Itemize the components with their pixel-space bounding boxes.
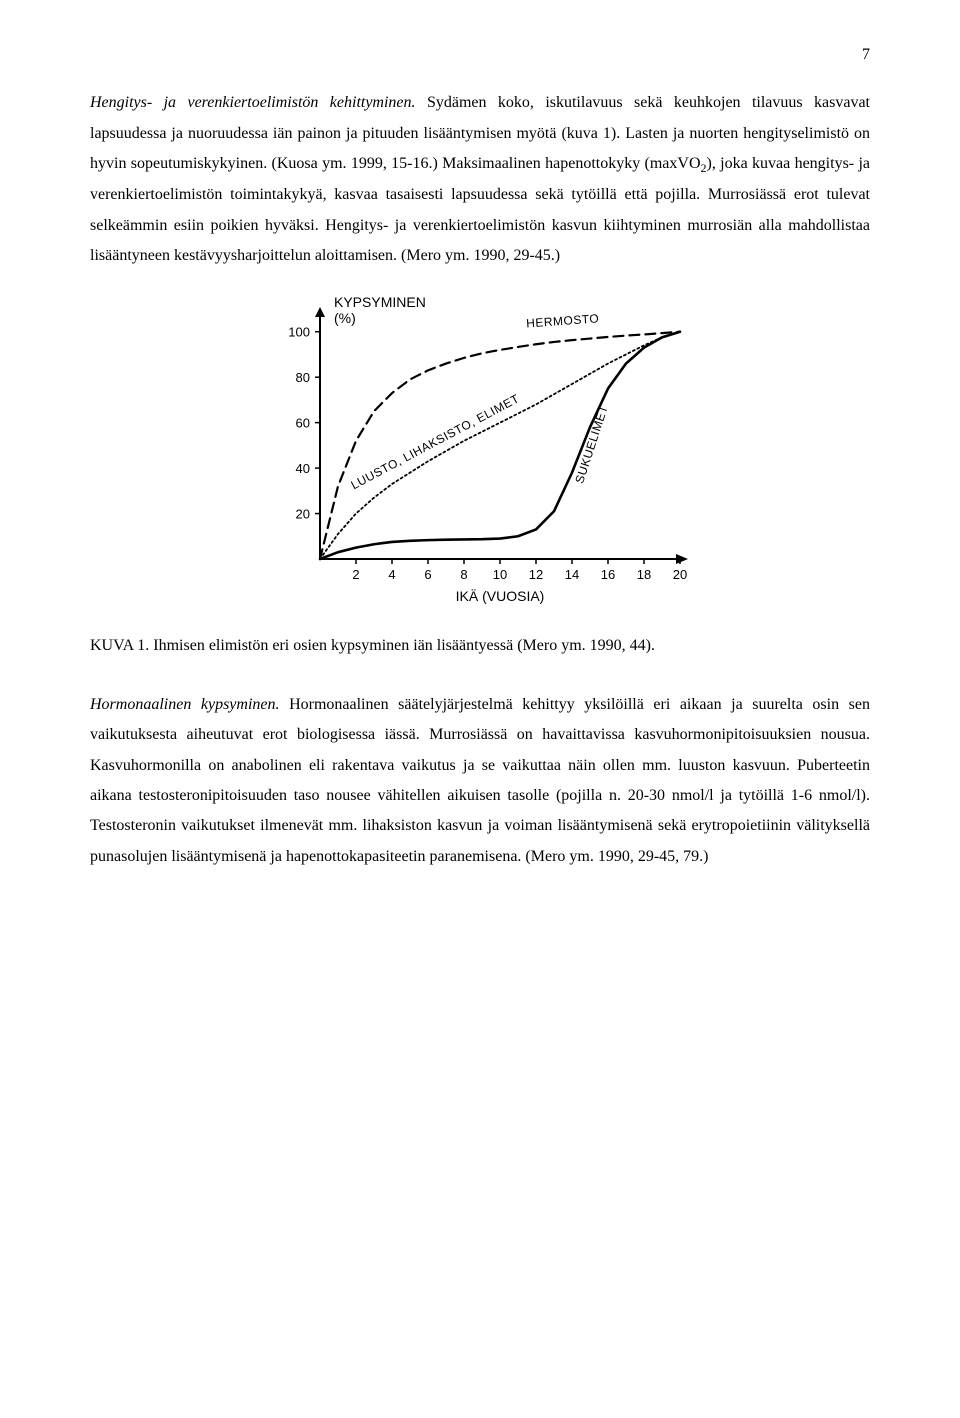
svg-text:14: 14 bbox=[565, 567, 579, 582]
svg-text:HERMOSTO: HERMOSTO bbox=[526, 312, 600, 331]
svg-text:10: 10 bbox=[493, 567, 507, 582]
svg-text:LUUSTO, LIHAKSISTO, ELIMET: LUUSTO, LIHAKSISTO, ELIMET bbox=[349, 392, 522, 493]
figure-1-caption: KUVA 1. Ihmisen elimistön eri osien kyps… bbox=[90, 631, 870, 661]
svg-text:20: 20 bbox=[673, 567, 687, 582]
figure-1: 20 40 60 80 100 2 4 6 8 10 12 14 16 18 20 KYPSYMINEN(%)… bbox=[90, 289, 870, 609]
svg-text:20: 20 bbox=[296, 507, 310, 522]
svg-text:2: 2 bbox=[352, 567, 359, 582]
svg-text:60: 60 bbox=[296, 416, 310, 431]
paragraph-2: Hormonaalinen kypsyminen. Hormonaalinen … bbox=[90, 690, 870, 872]
svg-text:KYPSYMINEN: KYPSYMINEN bbox=[334, 294, 426, 310]
svg-text:18: 18 bbox=[637, 567, 651, 582]
svg-text:40: 40 bbox=[296, 461, 310, 476]
svg-text:6: 6 bbox=[424, 567, 431, 582]
para2-heading: Hormonaalinen kypsyminen. bbox=[90, 696, 280, 713]
svg-text:SUKUELIMET: SUKUELIMET bbox=[572, 403, 611, 485]
svg-text:16: 16 bbox=[601, 567, 615, 582]
svg-text:(%): (%) bbox=[334, 310, 356, 326]
svg-text:4: 4 bbox=[388, 567, 395, 582]
svg-text:80: 80 bbox=[296, 371, 310, 386]
para1-heading: Hengitys- ja verenkiertoelimistön kehitt… bbox=[90, 94, 416, 111]
paragraph-1: Hengitys- ja verenkiertoelimistön kehitt… bbox=[90, 88, 870, 271]
svg-text:100: 100 bbox=[288, 325, 310, 340]
maturation-chart: 20 40 60 80 100 2 4 6 8 10 12 14 16 18 20 KYPSYMINEN(%)… bbox=[260, 289, 700, 609]
svg-text:IKÄ (VUOSIA): IKÄ (VUOSIA) bbox=[456, 588, 545, 604]
page-number: 7 bbox=[90, 40, 870, 70]
para2-text: Hormonaalinen säätelyjärjestelmä kehitty… bbox=[90, 696, 870, 865]
svg-text:12: 12 bbox=[529, 567, 543, 582]
svg-text:8: 8 bbox=[460, 567, 467, 582]
